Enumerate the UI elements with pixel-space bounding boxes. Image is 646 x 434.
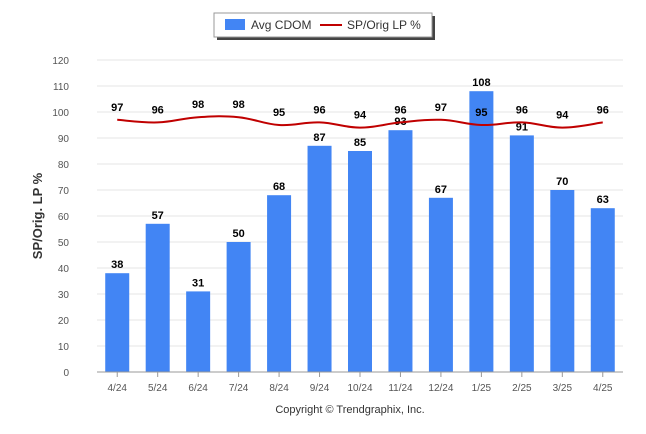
y-tick-label: 70 [58,186,70,197]
y-axis-title: SP/Orig. LP % [30,172,45,259]
y-tick-label: 50 [58,238,70,249]
line-value-label: 96 [597,104,609,116]
line-value-label: 96 [152,104,164,116]
x-tick-label: 1/25 [472,383,492,394]
y-tick-label: 100 [52,108,69,119]
x-axis-ticks: 4/24 5/24 6/24 7/24 8/24 9/24 10/24 11/24 12/24 1… [107,372,613,394]
legend-swatch-bar [225,19,245,30]
copyright-text: Copyright © Trendgraphix, Inc. [275,404,424,416]
x-tick-label: 8/24 [269,383,289,394]
bar-3-25 [550,190,575,372]
y-tick-label: 40 [58,264,70,275]
y-tick-label: 110 [53,82,69,93]
x-tick-label: 5/24 [148,383,168,394]
line-value-label: 98 [232,99,244,111]
x-tick-label: 3/25 [553,383,573,394]
x-tick-label: 12/24 [428,383,453,394]
bar-value-label: 68 [273,181,285,193]
bar-value-label: 31 [192,277,204,289]
bar-value-label: 85 [354,137,366,149]
bar-value-label: 87 [313,132,325,144]
bar-value-label: 50 [232,228,244,240]
x-tick-label: 4/25 [593,383,613,394]
y-tick-label: 60 [58,212,70,223]
legend-label-bar: Avg CDOM [251,18,311,32]
bar-6-24 [186,291,211,372]
y-tick-label: 120 [52,56,69,67]
line-value-label: 98 [192,99,204,111]
bar-4-25 [590,208,615,372]
y-tick-label: 90 [58,134,70,145]
x-tick-label: 6/24 [188,383,208,394]
line-value-label: 95 [475,107,487,119]
sp-orig-lp-line [117,115,603,129]
legend: Avg CDOM SP/Orig LP % [213,12,435,40]
x-tick-label: 10/24 [347,383,372,394]
bar-value-label: 63 [597,194,609,206]
y-tick-label: 0 [63,368,69,379]
bar-value-label: 38 [111,259,123,271]
bar-value-label: 70 [556,176,568,188]
bar-value-label: 67 [435,184,447,196]
line-series: 97 96 98 98 95 96 94 96 97 95 96 94 96 [111,99,609,129]
line-value-label: 97 [435,102,447,114]
x-tick-label: 7/24 [229,383,249,394]
bar-value-label: 91 [516,121,528,133]
bar-2-25 [509,135,534,372]
bar-value-label: 108 [472,77,490,89]
x-tick-label: 11/24 [388,383,413,394]
bar-1-25 [469,91,494,372]
bar-8-24 [267,195,292,372]
line-value-label: 95 [273,107,285,119]
bar-10-24 [348,151,372,372]
y-tick-label: 30 [58,290,70,301]
bar-7-24 [226,242,251,372]
legend-label-line: SP/Orig LP % [347,18,421,32]
y-tick-label: 20 [58,316,70,327]
x-tick-label: 4/24 [107,383,127,394]
line-value-label: 94 [354,110,367,122]
bar-11-24 [388,130,413,372]
bar-9-24 [307,145,332,372]
y-tick-label: 10 [58,342,70,353]
bar-12-24 [428,197,453,372]
bar-5-24 [145,223,170,372]
line-value-label: 96 [516,104,528,116]
x-tick-label: 2/25 [512,383,532,394]
line-value-label: 94 [556,110,569,122]
y-axis-ticks: 0 10 20 30 40 50 60 70 80 90 100 110 120 [52,56,69,379]
y-tick-label: 80 [58,160,70,171]
line-value-label: 96 [394,104,406,116]
bar-4-24 [105,273,130,372]
line-value-label: 97 [111,102,123,114]
bar-value-label: 57 [152,210,164,222]
x-tick-label: 9/24 [310,383,330,394]
line-value-label: 96 [313,104,325,116]
